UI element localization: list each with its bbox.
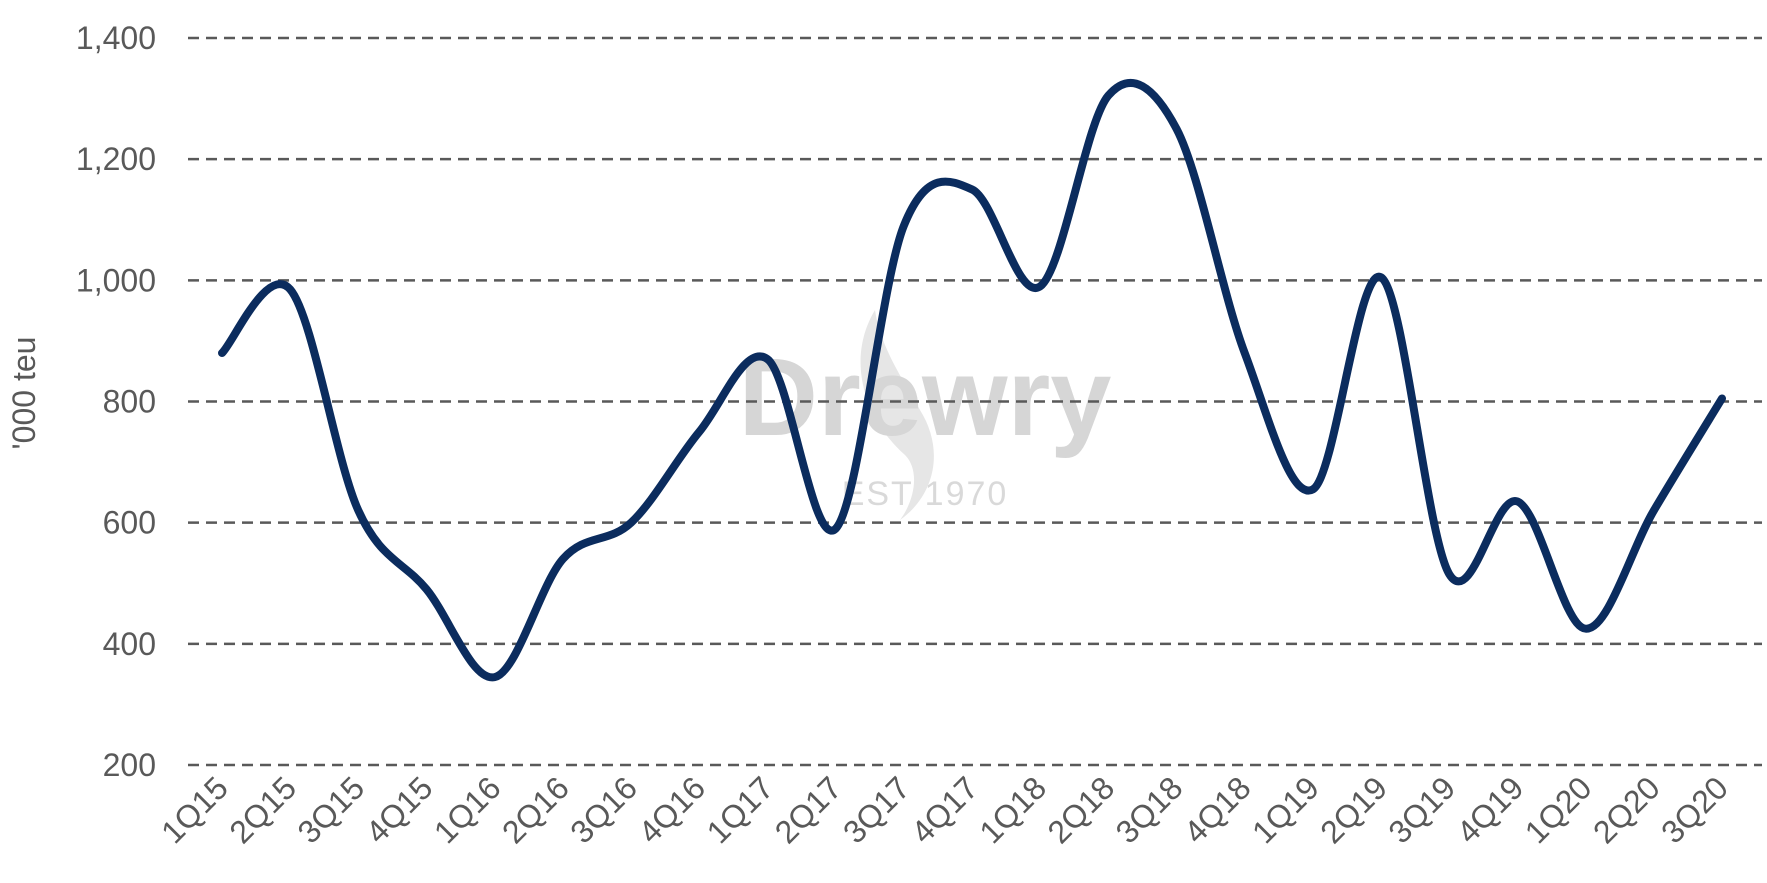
- x-tick-label: 1Q17: [700, 769, 781, 850]
- data-point: [1377, 273, 1385, 281]
- x-tick-label: 4Q19: [1450, 769, 1531, 850]
- data-point: [491, 673, 499, 681]
- data-point: [627, 519, 635, 527]
- data-point: [1036, 282, 1044, 290]
- x-tick-label: 2Q15: [222, 769, 303, 850]
- data-point: [559, 555, 567, 563]
- y-tick-label: 600: [103, 505, 156, 541]
- x-tick-label: 1Q15: [154, 769, 235, 850]
- y-tick-label: 1,000: [76, 262, 156, 298]
- x-tick-label: 4Q18: [1177, 769, 1258, 850]
- x-tick-label: 4Q15: [359, 769, 440, 850]
- x-tick-label: 3Q17: [836, 769, 917, 850]
- y-axis-title: '000 teu: [6, 337, 42, 450]
- y-axis-ticks: 200 400 600 800 1,000 1,200 1,400: [76, 20, 156, 783]
- data-point: [832, 525, 840, 533]
- data-point: [1650, 507, 1658, 515]
- data-point: [1582, 625, 1590, 633]
- gridlines: [188, 36, 1762, 767]
- data-point: [968, 185, 976, 193]
- data-point: [1513, 497, 1521, 505]
- x-axis-ticks: 1Q152Q153Q154Q151Q162Q163Q164Q161Q172Q17…: [154, 769, 1735, 850]
- data-point: [1309, 485, 1317, 493]
- x-tick-label: 1Q16: [427, 769, 508, 850]
- watermark-est: EST 1970: [842, 475, 1009, 513]
- series-line: [218, 79, 1726, 682]
- x-tick-label: 2Q18: [1041, 769, 1122, 850]
- data-point: [1241, 349, 1249, 357]
- data-point: [286, 285, 294, 293]
- x-tick-label: 3Q15: [291, 769, 372, 850]
- data-point: [1173, 125, 1181, 133]
- x-tick-label: 2Q20: [1586, 769, 1667, 850]
- data-point: [695, 428, 703, 436]
- x-tick-label: 1Q18: [972, 769, 1053, 850]
- data-point: [1104, 92, 1112, 100]
- y-tick-label: 800: [103, 384, 156, 420]
- watermark-flame-icon: [860, 310, 934, 520]
- x-tick-label: 3Q16: [563, 769, 644, 850]
- series-group: [218, 79, 1726, 682]
- y-tick-label: 400: [103, 626, 156, 662]
- data-point: [354, 507, 362, 515]
- x-tick-label: 2Q16: [495, 769, 576, 850]
- data-point: [900, 222, 908, 230]
- x-tick-label: 4Q16: [631, 769, 712, 850]
- x-tick-label: 3Q20: [1654, 769, 1735, 850]
- x-tick-label: 1Q20: [1518, 769, 1599, 850]
- y-tick-label: 1,400: [76, 20, 156, 56]
- x-tick-label: 2Q19: [1313, 769, 1394, 850]
- y-tick-label: 200: [103, 747, 156, 783]
- x-tick-label: 1Q19: [1245, 769, 1326, 850]
- data-point: [218, 349, 226, 357]
- data-point: [1445, 570, 1453, 578]
- x-tick-label: 4Q17: [904, 769, 985, 850]
- data-point: [763, 355, 771, 363]
- y-tick-label: 1,200: [76, 141, 156, 177]
- x-tick-label: 3Q19: [1381, 769, 1462, 850]
- data-point: [1718, 394, 1726, 402]
- watermark-logo: Drewry EST 1970: [739, 310, 1112, 520]
- x-tick-label: 2Q17: [768, 769, 849, 850]
- data-point: [423, 585, 431, 593]
- watermark-brand: Drewry: [739, 336, 1112, 459]
- x-tick-label: 3Q18: [1109, 769, 1190, 850]
